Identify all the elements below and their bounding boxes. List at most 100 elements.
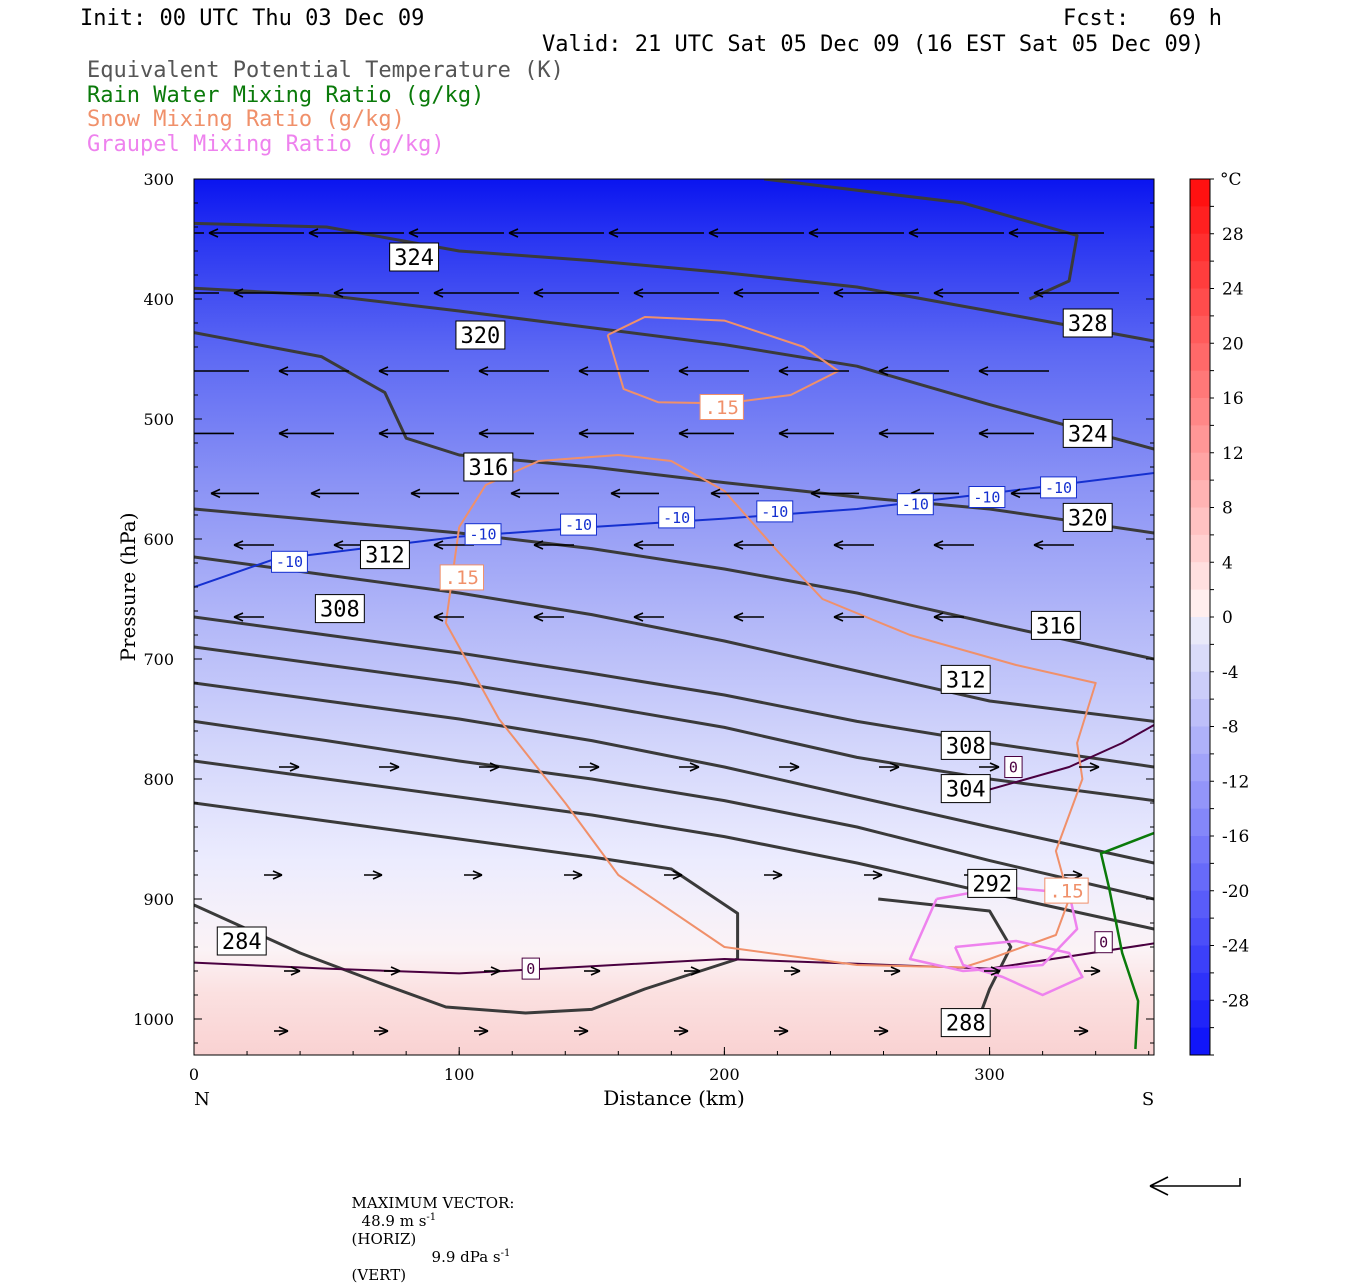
wind-vector-head bbox=[578, 1026, 589, 1036]
colorbar-swatch bbox=[1190, 918, 1210, 946]
theta-e-label: 328 bbox=[1062, 308, 1113, 338]
theta-e-label: 324 bbox=[1062, 418, 1113, 448]
colorbar-swatch bbox=[1190, 726, 1210, 755]
wind-vector-head bbox=[109, 229, 118, 237]
graupel-contour bbox=[953, 939, 1084, 997]
snow-label-text: .15 bbox=[1049, 880, 1083, 902]
wind-vector-head bbox=[878, 1026, 889, 1036]
footer-vert-exp: -1 bbox=[500, 1248, 511, 1259]
theta-e-label-box bbox=[940, 774, 991, 804]
theta-e-label: 304 bbox=[940, 774, 991, 804]
theta-e-contour bbox=[878, 897, 1013, 1026]
theta-e-label: 308 bbox=[314, 594, 365, 624]
colorbar-swatch bbox=[1190, 179, 1210, 207]
wind-vector-head bbox=[889, 762, 900, 772]
wind-vector-head bbox=[289, 762, 300, 772]
theta-e-label-text: 320 bbox=[461, 324, 501, 349]
temp-label-box bbox=[896, 493, 934, 516]
wind-vector-head bbox=[210, 488, 221, 499]
colorbar-swatch bbox=[1190, 836, 1210, 864]
wind-vector-head bbox=[408, 228, 419, 238]
wind-vector-head bbox=[433, 540, 444, 550]
theta-e-contour bbox=[194, 719, 1154, 901]
colorbar-swatch bbox=[1190, 863, 1210, 892]
temp-label-box bbox=[271, 550, 308, 573]
y-tick-label: 600 bbox=[143, 530, 174, 549]
theta-e-label-box bbox=[314, 594, 365, 624]
temp-label: -10 bbox=[464, 523, 502, 546]
colorbar-swatch bbox=[1190, 671, 1210, 700]
fcst-text: Fcst: 69 h bbox=[1063, 6, 1222, 31]
x-tick-label: 0 bbox=[189, 1065, 199, 1084]
wind-vector-head bbox=[833, 288, 844, 298]
temp-label-text: -10 bbox=[973, 488, 1000, 506]
wind-vector-head bbox=[633, 612, 644, 622]
snow-label-text: .15 bbox=[445, 567, 479, 589]
colorbar-tick-label: -24 bbox=[1222, 937, 1249, 957]
wind-vector-head bbox=[1008, 228, 1019, 238]
theta-e-label-box bbox=[1062, 502, 1113, 532]
temperature-contour bbox=[194, 942, 1154, 975]
colorbar-swatch bbox=[1190, 206, 1210, 235]
theta-e-label-text: 308 bbox=[946, 734, 986, 759]
footer-horiz-value: 48.9 m s bbox=[361, 1212, 427, 1230]
temp-label-text: -10 bbox=[470, 526, 497, 544]
wind-vector-head bbox=[278, 1026, 289, 1036]
colorbar-swatch bbox=[1190, 644, 1210, 673]
wind-vector-head bbox=[878, 428, 889, 439]
colorbar-swatch bbox=[1190, 233, 1210, 262]
colorbar-swatch bbox=[1190, 589, 1210, 618]
snow-label-box bbox=[439, 564, 485, 591]
wind-vector-head bbox=[610, 488, 621, 499]
temp-label-text: -10 bbox=[276, 553, 303, 571]
wind-vector-head bbox=[678, 1026, 689, 1036]
wind-vector-head bbox=[578, 428, 589, 439]
wind-vector-head bbox=[1033, 540, 1044, 550]
colorbar-tick-label: -8 bbox=[1222, 718, 1239, 738]
wind-vector-head bbox=[1089, 762, 1100, 772]
y-tick-label: 300 bbox=[143, 170, 174, 189]
wind-vector-head bbox=[433, 612, 444, 622]
snow-label-text: .15 bbox=[705, 397, 739, 419]
legend-snow: Snow Mixing Ratio (g/kg) bbox=[87, 107, 405, 132]
theta-e-label-text: 284 bbox=[222, 930, 262, 955]
footer-horiz-unit: (HORIZ) bbox=[351, 1230, 417, 1248]
snow-label: .15 bbox=[1044, 877, 1089, 904]
theta-e-label: 312 bbox=[359, 540, 410, 570]
y-axis-label: Pressure (hPa) bbox=[116, 513, 140, 662]
theta-e-label-text: 288 bbox=[946, 1012, 986, 1037]
wind-vector-head bbox=[278, 366, 289, 376]
colorbar-tick-label: 12 bbox=[1222, 444, 1244, 464]
wind-vector-head bbox=[708, 228, 719, 238]
x-tick-label: 100 bbox=[444, 1065, 475, 1084]
temp-label: -10 bbox=[968, 486, 1006, 508]
colorbar-swatch bbox=[1190, 288, 1210, 317]
wind-vector-head bbox=[633, 288, 644, 298]
legend-theta-e: Equivalent Potential Temperature (K) bbox=[87, 58, 564, 83]
wind-vector-head bbox=[533, 612, 544, 622]
graupel-contour bbox=[908, 885, 1079, 973]
wind-vector-head bbox=[472, 870, 483, 880]
colorbar-swatch bbox=[1190, 534, 1210, 563]
snow-label: .15 bbox=[439, 564, 485, 591]
theta-e-contour bbox=[194, 681, 1154, 865]
wind-vector-head bbox=[833, 540, 844, 550]
temp-label: -10 bbox=[896, 493, 934, 516]
footer-horiz-exp: -1 bbox=[426, 1212, 437, 1223]
wind-vector-head bbox=[633, 540, 644, 550]
wind-vector-head bbox=[978, 428, 989, 439]
wind-vector-head bbox=[310, 488, 321, 499]
wind-vector-head bbox=[872, 870, 883, 880]
wind-vector-head bbox=[179, 367, 188, 375]
wind-vector-head bbox=[778, 366, 789, 376]
wind-vector-head bbox=[790, 966, 801, 976]
theta-e-label: 324 bbox=[389, 242, 440, 272]
cross-section-chart: 324 320 316 312 308 328 324 320 316 312 308 304 292 2… bbox=[109, 170, 1249, 1196]
theta-e-label-box bbox=[940, 730, 991, 760]
x-tick-label: 200 bbox=[709, 1065, 740, 1084]
init-text: Init: 00 UTC Thu 03 Dec 09 bbox=[80, 6, 425, 31]
theta-e-label: 320 bbox=[455, 320, 506, 350]
theta-e-label: 316 bbox=[463, 452, 514, 482]
colorbar-tick-label: 20 bbox=[1222, 334, 1244, 354]
theta-e-label: 292 bbox=[967, 868, 1018, 898]
